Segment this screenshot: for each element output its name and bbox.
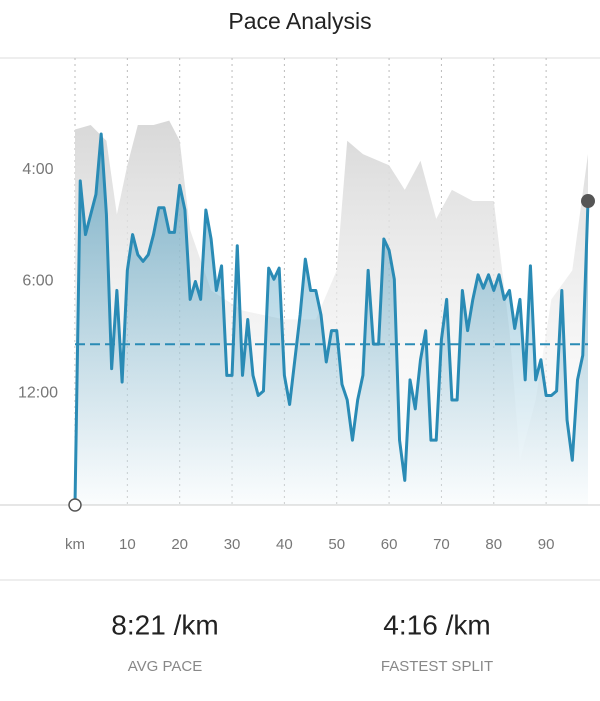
start-marker — [68, 498, 82, 512]
stat-value: 4:16 /km — [383, 609, 490, 640]
y-tick-label: 12:00 — [18, 384, 58, 401]
x-tick-label: 50 — [328, 536, 345, 553]
x-tick-label: 60 — [381, 536, 398, 553]
x-tick-label: 20 — [171, 536, 188, 553]
x-tick-label: 80 — [485, 536, 502, 553]
y-tick-label: 6:00 — [22, 273, 53, 290]
y-tick-label: 4:00 — [22, 161, 53, 178]
pace-area — [75, 133, 588, 506]
x-tick-label: 30 — [224, 536, 241, 553]
x-tick-label: 40 — [276, 536, 293, 553]
chart-title: Pace Analysis — [228, 8, 371, 34]
pace-line — [73, 132, 590, 506]
end-marker — [581, 194, 595, 209]
stat-value: 8:21 /km — [111, 609, 218, 640]
x-tick-label: 70 — [433, 536, 450, 553]
plot: km 10 20 30 40 50 60 70 80 90 4:00 6:00 12:00 — [0, 58, 600, 553]
x-tick-label: km — [65, 536, 85, 553]
x-tick-label: 90 — [538, 536, 555, 553]
stat-label: FASTEST SPLIT — [381, 658, 493, 675]
x-tick-label: 10 — [119, 536, 136, 553]
stat-label: AVG PACE — [128, 658, 202, 675]
